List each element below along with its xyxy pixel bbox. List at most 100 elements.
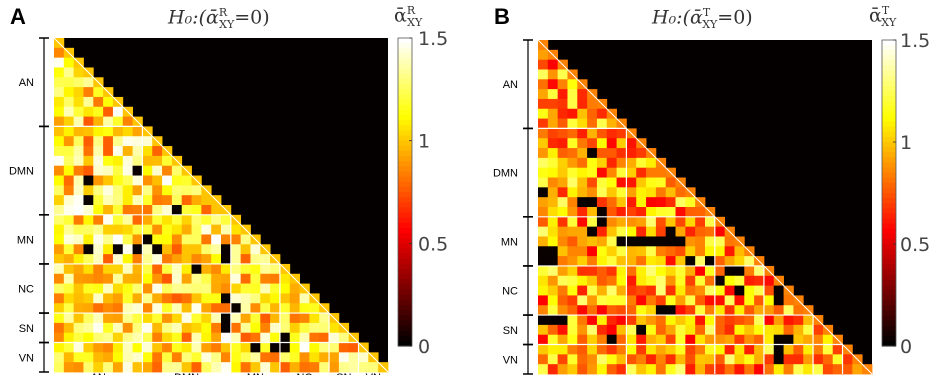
heatmap-cell (221, 303, 232, 314)
heatmap-cell (606, 197, 617, 208)
heatmap-cell (309, 352, 320, 363)
heatmap-cell (260, 342, 271, 353)
heatmap-cell (695, 324, 706, 336)
heatmap-cell (93, 136, 104, 147)
heatmap-cell (162, 214, 173, 226)
colorbar-segment (398, 315, 412, 321)
heatmap-cell (93, 106, 104, 117)
heatmap-cell (655, 226, 667, 237)
heatmap-cell (73, 234, 84, 245)
heatmap-cell (319, 342, 330, 353)
heatmap-cell (270, 342, 281, 353)
heatmap-cell (93, 362, 104, 373)
heatmap-cell (596, 207, 608, 218)
colorbar-segment (398, 161, 412, 167)
heatmap-cell (577, 315, 588, 326)
heatmap-cell (132, 136, 143, 147)
colorbar-segment (882, 213, 896, 220)
heatmap-cell (162, 303, 173, 314)
heatmap-cell (665, 285, 676, 296)
heatmap-cell (547, 256, 559, 267)
heatmap-cell (538, 89, 549, 100)
panel-b-title-tail: =0) (717, 6, 753, 29)
colorbar-segment (398, 304, 412, 311)
panel-b-letter: B (494, 4, 510, 29)
heatmap-cell (616, 265, 627, 277)
heatmap-cell (73, 283, 84, 294)
heatmap-cell (54, 254, 65, 265)
colorbar-segment (882, 269, 896, 276)
heatmap-cell (587, 295, 598, 306)
heatmap-cell (655, 236, 667, 247)
heatmap-cell (112, 116, 124, 127)
heatmap-cell (557, 324, 568, 336)
heatmap-cell (636, 216, 647, 228)
heatmap-cell (577, 285, 588, 296)
heatmap-cell (705, 354, 716, 365)
heatmap-cell (279, 293, 291, 304)
heatmap-cell (596, 275, 608, 286)
heatmap-cell (744, 256, 755, 267)
heatmap-cell (695, 275, 706, 286)
heatmap-cell (705, 256, 716, 267)
heatmap-cell (211, 293, 222, 304)
heatmap-cell (655, 285, 667, 296)
heatmap-cell (221, 293, 232, 304)
heatmap-cell (240, 342, 251, 353)
heatmap-cell (142, 195, 153, 206)
heatmap-cell (705, 315, 716, 326)
heatmap-cell (616, 324, 627, 336)
heatmap-cell (103, 322, 114, 334)
heatmap-cell (557, 128, 568, 139)
heatmap-cell (112, 165, 124, 176)
heatmap-cell (63, 106, 75, 117)
heatmap-cell (724, 354, 735, 365)
heatmap-cell (171, 263, 183, 275)
heatmap-cell (54, 126, 65, 137)
heatmap-cell (636, 207, 647, 218)
heatmap-cell (567, 216, 578, 228)
heatmap-cell (83, 224, 94, 235)
heatmap-cell (152, 185, 163, 196)
heatmap-cell (54, 313, 65, 324)
heatmap-cell (152, 352, 163, 363)
heatmap-cell (221, 214, 232, 226)
heatmap-cell (646, 177, 657, 188)
heatmap-cell (646, 275, 657, 286)
colorbar-segment (882, 279, 896, 286)
heatmap-cell (547, 187, 559, 198)
heatmap-cell (93, 273, 104, 284)
heatmap-cell (54, 273, 65, 284)
heatmap-cell (734, 344, 745, 355)
heatmap-cell (83, 303, 94, 314)
heatmap-cell (675, 364, 686, 375)
heatmap-cell (724, 265, 735, 277)
heatmap-cell (587, 138, 598, 149)
heatmap-cell (240, 234, 251, 245)
colorbar-segment (398, 243, 412, 250)
heatmap-cell (142, 175, 153, 186)
heatmap-cell (270, 313, 281, 324)
colorbar-segment (882, 228, 896, 235)
heatmap-cell (538, 364, 549, 375)
heatmap-cell (171, 352, 183, 363)
heatmap-cell (83, 195, 94, 206)
heatmap-cell (132, 126, 143, 137)
heatmap-cell (171, 303, 183, 314)
colorbar-segment (398, 227, 412, 234)
heatmap-cell (162, 205, 173, 216)
heatmap-cell (260, 303, 271, 314)
heatmap-cell (734, 315, 745, 326)
heatmap-cell (636, 324, 647, 336)
heatmap-cell (73, 352, 84, 363)
heatmap-cell (675, 344, 686, 355)
heatmap-cell (230, 342, 242, 353)
heatmap-cell (557, 265, 568, 277)
heatmap-cell (63, 165, 75, 176)
heatmap-cell (191, 313, 202, 324)
heatmap-cell (329, 332, 340, 343)
heatmap-cell (606, 256, 617, 267)
heatmap-cell (83, 126, 94, 137)
heatmap-cell (547, 364, 559, 375)
heatmap-cell (93, 283, 104, 294)
